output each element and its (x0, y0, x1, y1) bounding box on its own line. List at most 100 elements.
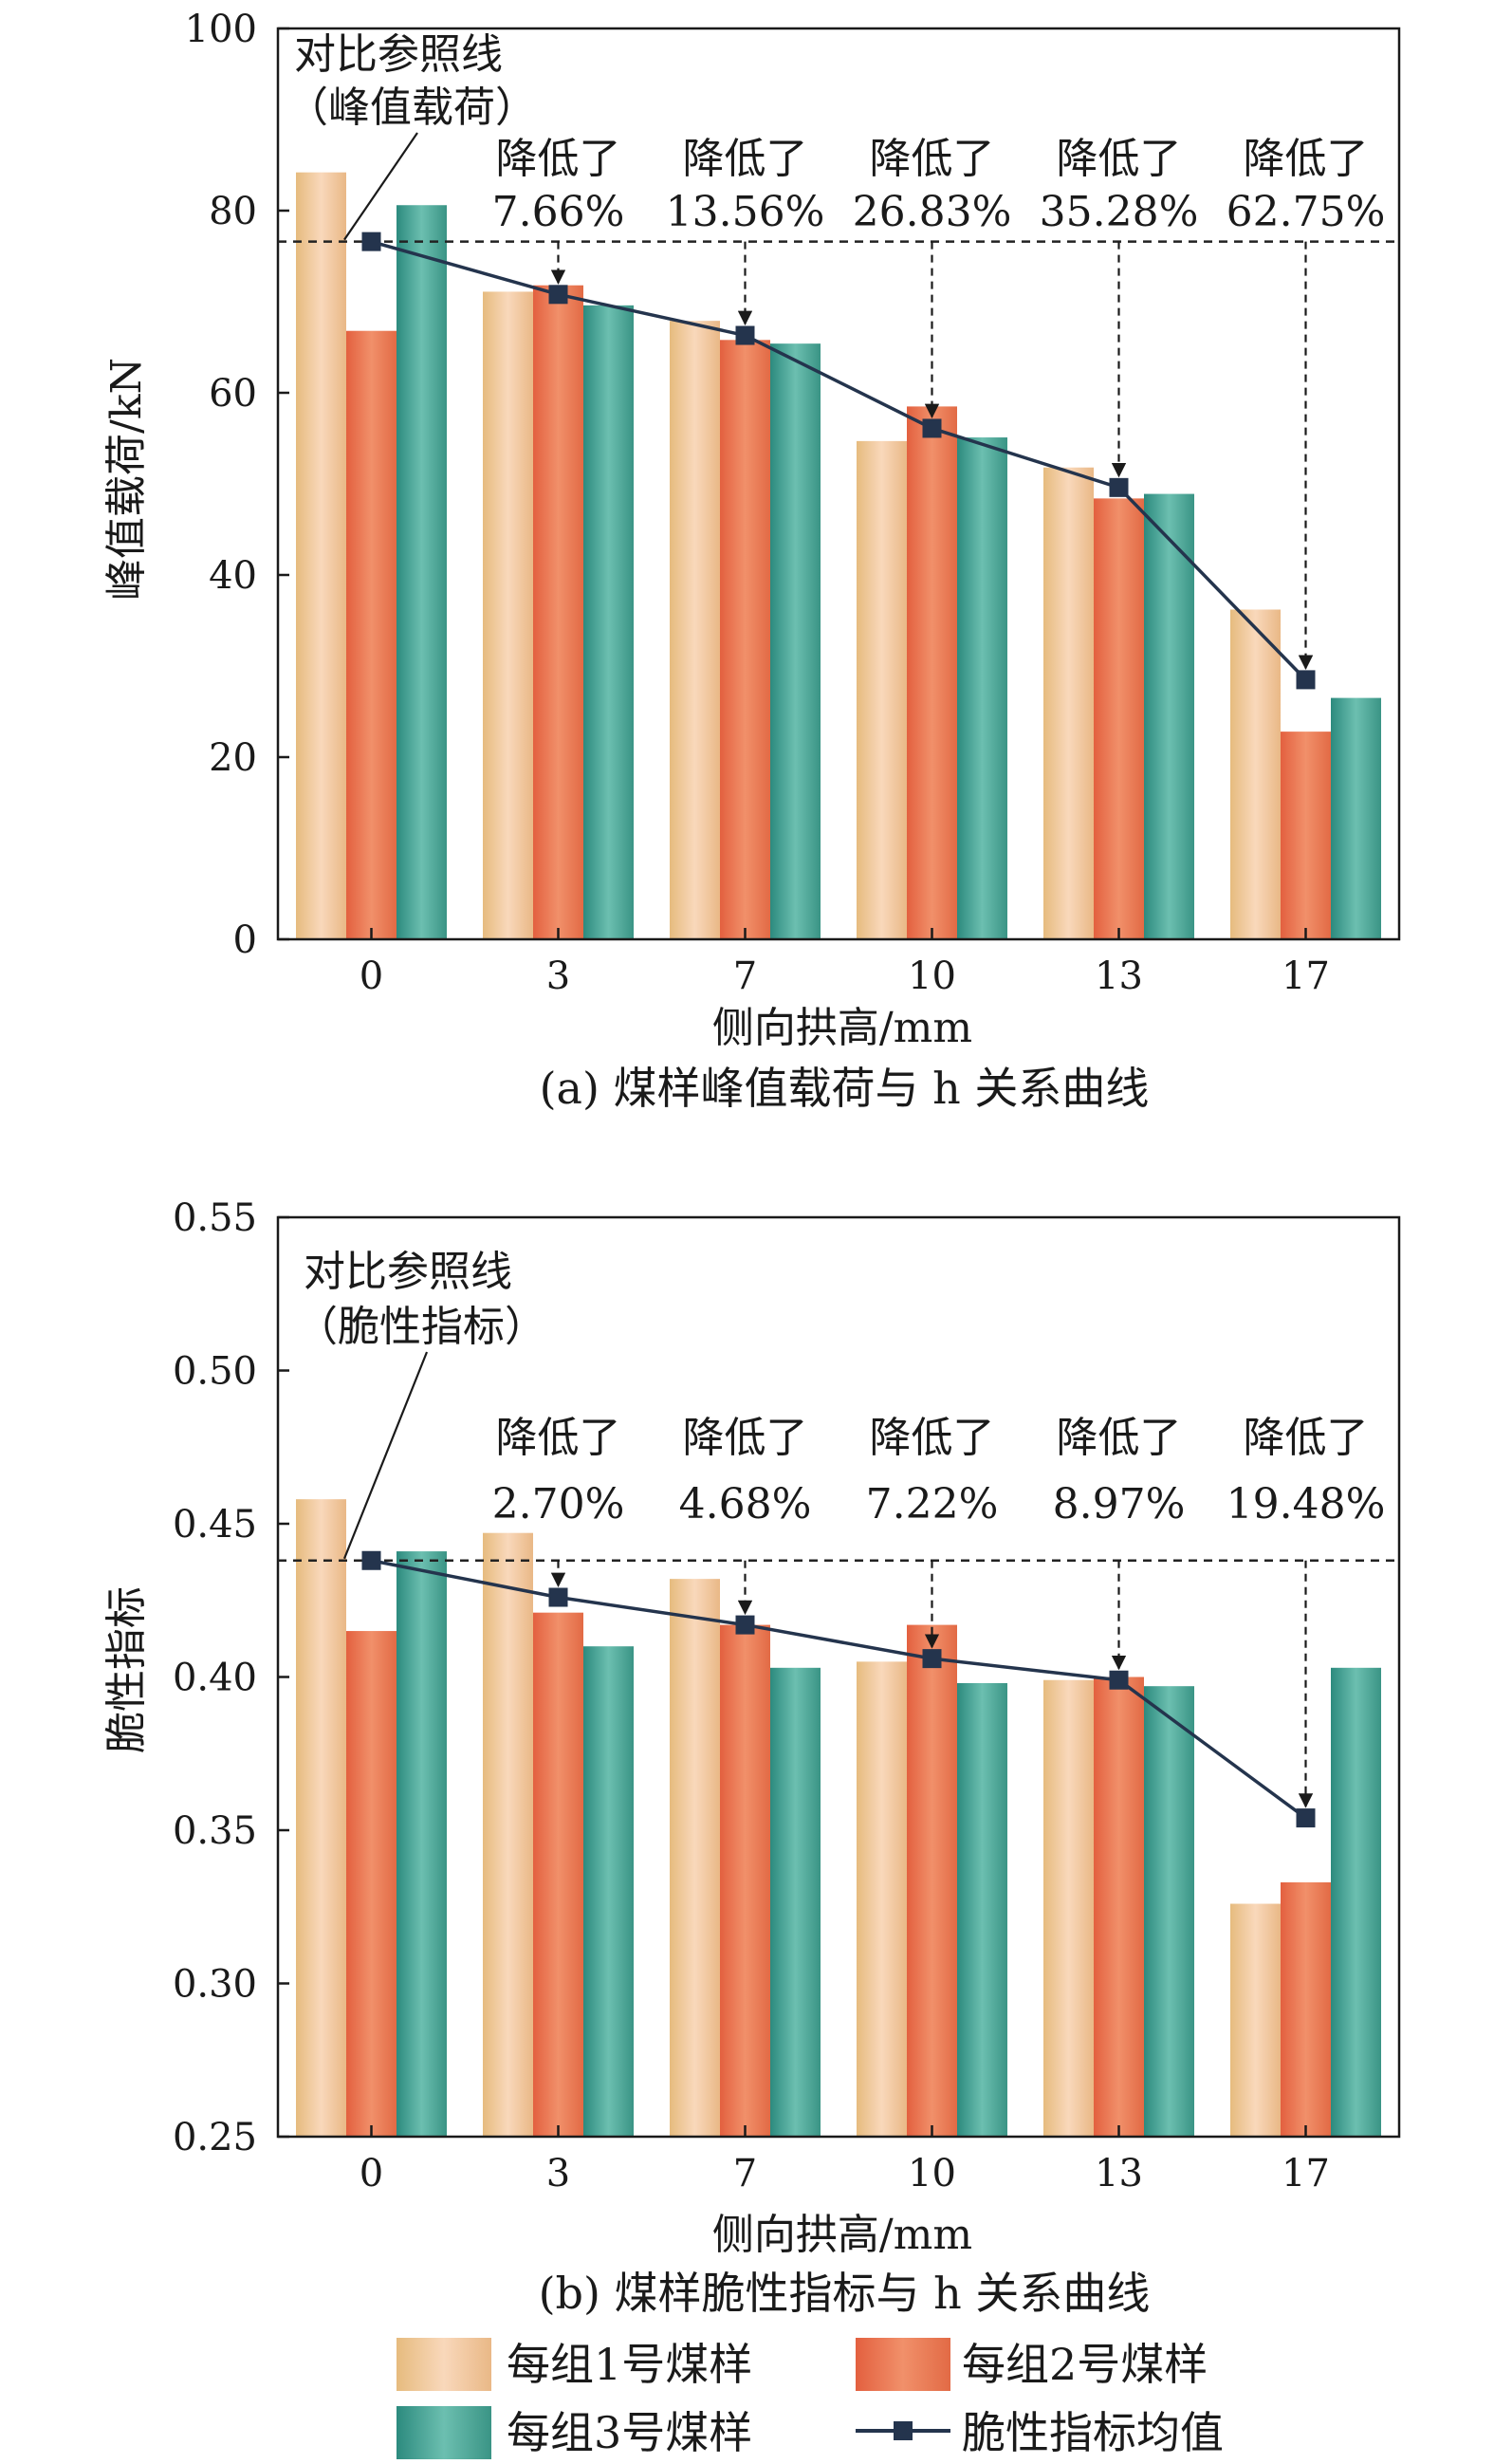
y-tick-label: 100 (185, 8, 257, 51)
x-tick-label: 3 (546, 954, 570, 998)
bar-sample3-10 (957, 437, 1007, 939)
bar-sample3-0 (397, 205, 447, 940)
bar-sample2-7 (720, 1624, 770, 2137)
bar-sample1-13 (1043, 1679, 1094, 2137)
y-tick-label: 80 (209, 190, 257, 233)
bar-sample1-17 (1230, 1903, 1281, 2137)
x-tick-label: 17 (1282, 954, 1330, 998)
reduction-percent: 7.22% (866, 1480, 999, 1528)
reduction-label: 降低了 (1244, 1414, 1369, 1462)
y-tick-label: 0.45 (173, 1503, 257, 1547)
bar-sample1-7 (670, 321, 720, 939)
mean-point-17 (1296, 1808, 1316, 1828)
chart-caption: (a) 煤样峰值载荷与 h 关系曲线 (540, 1063, 1150, 1114)
bar-sample2-17 (1281, 732, 1331, 939)
mean-point-3 (548, 1587, 568, 1607)
bar-sample1-0 (296, 1499, 346, 2137)
x-tick-label: 3 (546, 2152, 570, 2195)
x-axis-label: 侧向拱高/mm (712, 1004, 972, 1052)
x-tick-label: 0 (360, 954, 383, 998)
x-tick-label: 13 (1095, 954, 1143, 998)
bar-sample1-3 (483, 291, 533, 939)
mean-point-7 (735, 325, 755, 345)
legend-label-sample3: 每组3号煤样 (507, 2407, 752, 2458)
mean-line (371, 1559, 1307, 1820)
x-tick-label: 13 (1095, 2152, 1143, 2195)
reduction-percent: 2.70% (492, 1480, 625, 1528)
bar-sample1-7 (670, 1579, 720, 2137)
y-tick-label: 0.40 (173, 1657, 257, 1700)
bar-sample2-0 (346, 330, 397, 940)
reference-label: （峰值载荷） (286, 83, 537, 132)
reference-label: （脆性指标） (296, 1303, 546, 1351)
chart-panel-peak-load: 峰值载荷/kN 侧向拱高/mm (a) 煤样峰值载荷与 h 关系曲线 0 20 40… (102, 8, 1401, 1114)
reduction-label: 降低了 (1057, 1414, 1182, 1462)
x-tick-label: 0 (360, 2152, 383, 2195)
legend: 每组1号煤样 每组2号煤样 每组3号煤样 脆性指标均值 (397, 2338, 1224, 2459)
reduction-label: 降低了 (870, 135, 995, 183)
x-tick-label: 10 (908, 2152, 956, 2195)
x-tick-label: 7 (733, 954, 757, 998)
bar-sample2-13 (1094, 498, 1144, 939)
bar-sample3-7 (770, 1667, 821, 2137)
x-axis-label: 侧向拱高/mm (712, 2211, 972, 2259)
y-tick-label: 60 (209, 372, 257, 416)
reduction-percent: 8.97% (1053, 1480, 1186, 1528)
y-tick-label: 40 (209, 554, 257, 598)
y-tick-label: 0.30 (173, 1963, 257, 2007)
mean-point-7 (735, 1615, 755, 1635)
reduction-percent: 7.66% (492, 188, 625, 236)
y-tick-label: 20 (209, 736, 257, 780)
bar-sample3-10 (957, 1682, 1007, 2137)
y-tick-label: 0.35 (173, 1809, 257, 1853)
reduction-percent: 62.75% (1227, 188, 1386, 236)
reduction-percent: 13.56% (666, 188, 825, 236)
mean-point-13 (1109, 1670, 1129, 1690)
mean-point-17 (1296, 670, 1316, 690)
reduction-label: 降低了 (496, 1414, 621, 1462)
mean-point-10 (922, 1649, 942, 1669)
bar-sample3-7 (770, 343, 821, 939)
bar-sample3-17 (1331, 697, 1381, 939)
bar-sample2-3 (533, 285, 583, 940)
bar-sample2-10 (907, 406, 957, 939)
reduction-label: 降低了 (870, 1414, 995, 1462)
plot-frame (276, 27, 1401, 941)
bar-sample1-13 (1043, 467, 1094, 939)
bar-sample2-7 (720, 340, 770, 939)
bar-sample1-10 (857, 1661, 907, 2137)
mean-point-13 (1109, 477, 1129, 497)
bar-sample2-3 (533, 1612, 583, 2137)
bar-sample3-13 (1144, 1686, 1194, 2137)
reduction-percent: 35.28% (1040, 188, 1199, 236)
bar-sample1-17 (1230, 609, 1281, 939)
legend-swatch-sample3 (397, 2406, 491, 2459)
chart-caption: (b) 煤样脆性指标与 h 关系曲线 (539, 2268, 1151, 2319)
reference-label: 对比参照线 (294, 30, 503, 79)
reduction-label: 降低了 (683, 1414, 808, 1462)
y-tick-label: 0.50 (173, 1350, 257, 1394)
bar-sample3-13 (1144, 493, 1194, 939)
mean-point-0 (361, 1550, 381, 1570)
y-tick-label: 0.55 (173, 1196, 257, 1240)
bar-sample3-3 (583, 1646, 634, 2137)
legend-swatch-sample2 (856, 2338, 950, 2391)
reduction-percent: 26.83% (853, 188, 1012, 236)
mean-point-10 (922, 418, 942, 438)
x-tick-label: 7 (733, 2152, 757, 2195)
bar-sample2-17 (1281, 1881, 1331, 2137)
x-tick-label: 17 (1282, 2152, 1330, 2195)
reduction-label: 降低了 (1057, 135, 1182, 183)
reference-label: 对比参照线 (304, 1248, 512, 1296)
legend-label-sample1: 每组1号煤样 (507, 2339, 752, 2390)
reference-leader-line (343, 132, 418, 241)
reduction-percent: 19.48% (1227, 1480, 1386, 1528)
reference-leader-line (342, 1351, 429, 1560)
mean-line (371, 239, 1307, 681)
bar-sample1-0 (296, 172, 346, 939)
bar-sample1-3 (483, 1532, 533, 2137)
reduction-percent: 4.68% (679, 1480, 812, 1528)
bar-sample3-3 (583, 305, 634, 940)
bar-sample2-13 (1094, 1677, 1144, 2137)
